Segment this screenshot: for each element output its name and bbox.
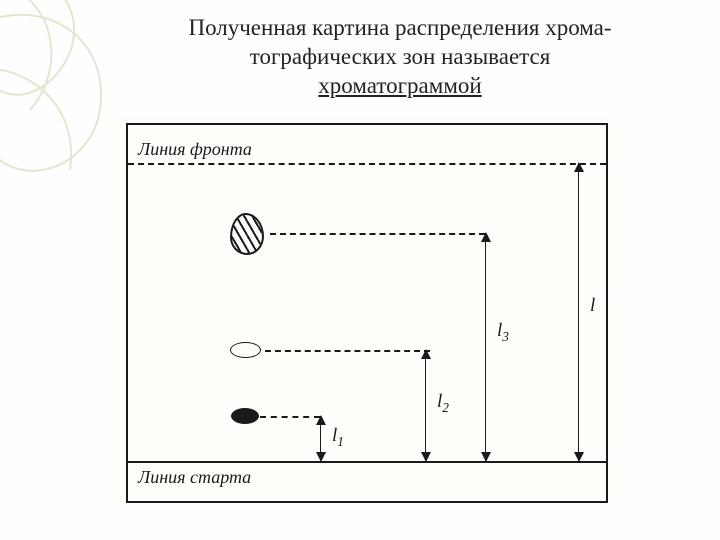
chromatogram-figure: Линия фронта Линия старта l1 l2 l3 l — [90, 105, 650, 525]
slide: Полученная картина распределения хрома- … — [0, 0, 720, 540]
label-l2: l2 — [437, 391, 449, 416]
hatch-fill-icon — [232, 215, 262, 253]
dim-l-letter: l — [590, 295, 595, 316]
title-line-1: Полученная картина распределения хрома- — [110, 14, 690, 43]
title-line-2: тографических зон называется — [110, 43, 690, 72]
spot-hollow — [230, 342, 261, 358]
spot1-extension — [260, 416, 320, 418]
arrow-l1 — [320, 416, 321, 461]
front-line — [128, 163, 606, 165]
dim-l3-sub: 3 — [502, 329, 509, 344]
dim-l1-sub: 1 — [337, 434, 344, 449]
label-l: l — [590, 295, 595, 317]
spot3-extension — [270, 233, 485, 235]
arrow-l — [578, 163, 579, 461]
plate-frame — [126, 123, 608, 503]
label-start-line: Линия старта — [138, 467, 251, 488]
start-line — [128, 461, 606, 463]
dim-l2-sub: 2 — [442, 400, 449, 415]
spot-solid — [231, 408, 259, 424]
spot-hatched — [230, 213, 264, 255]
label-l3: l3 — [497, 320, 509, 345]
title-line-3: хроматограммой — [110, 72, 690, 101]
label-l1: l1 — [332, 425, 344, 450]
spot2-extension — [265, 350, 430, 352]
arrow-l2 — [425, 350, 426, 461]
slide-title: Полученная картина распределения хрома- … — [110, 14, 690, 100]
label-front-line: Линия фронта — [138, 139, 252, 160]
arrow-l3 — [485, 233, 486, 461]
